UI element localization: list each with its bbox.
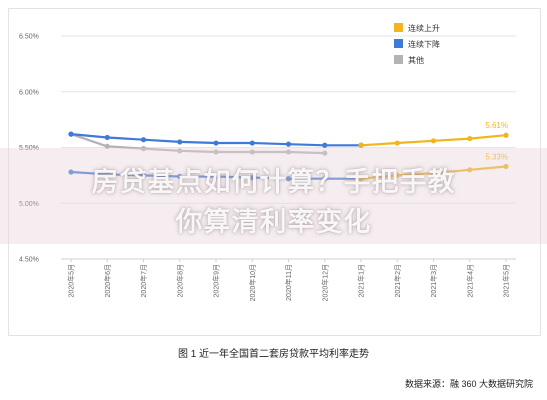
- legend-swatch: [394, 55, 403, 64]
- chart-plot: 6.50% 6.00% 5.50% 5.00% 4.50% 2020年5月 2020年6月 2…: [19, 23, 516, 301]
- x-tick-label: 2020年12月: [320, 264, 329, 301]
- article-title-line-2: 你算清利率变化: [175, 207, 372, 238]
- data-point: [503, 163, 509, 170]
- y-tick-label: 6.00%: [19, 89, 39, 96]
- y-tick-label: 6.50%: [19, 34, 39, 41]
- annotation-label: 5.61%: [485, 121, 508, 130]
- series-line-其他: [70, 133, 325, 155]
- data-point: [177, 139, 183, 145]
- data-point: [104, 171, 110, 177]
- x-tick-label: 2020年10月: [248, 264, 257, 301]
- annotation-label: 5.33%: [485, 152, 508, 161]
- y-tick-label: 4.50%: [19, 257, 39, 264]
- legend-label: 连续上升: [408, 23, 440, 33]
- data-point: [322, 150, 328, 156]
- x-tick-label: 2020年11月: [284, 264, 293, 301]
- x-tick-label: 2021年4月: [465, 264, 474, 297]
- legend-label: 连续下降: [408, 39, 440, 49]
- data-point: [322, 176, 328, 182]
- legend-swatch: [394, 23, 403, 32]
- data-point: [285, 141, 292, 147]
- legend-swatch: [394, 39, 403, 48]
- figure-caption: 图 1 近一年全国首二套房贷款平均利率走势: [177, 349, 370, 360]
- y-tick-label: 5.50%: [19, 145, 39, 152]
- legend-label: 其他: [408, 55, 424, 65]
- data-point: [467, 135, 473, 142]
- data-point: [140, 146, 147, 152]
- data-point: [503, 132, 509, 138]
- data-point: [213, 173, 219, 180]
- data-point: [140, 172, 147, 178]
- x-tick-label: 2020年6月: [103, 264, 112, 297]
- x-tick-label: 2020年7月: [139, 264, 148, 297]
- data-point: [358, 142, 364, 148]
- x-tick-label: 2020年5月: [67, 264, 76, 297]
- data-point: [285, 149, 292, 155]
- data-point: [430, 170, 437, 176]
- data-point: [68, 169, 74, 175]
- data-point: [394, 140, 400, 146]
- data-point: [249, 149, 255, 155]
- data-point: [104, 143, 110, 149]
- data-point: [249, 140, 255, 146]
- data-point: [394, 172, 400, 178]
- data-point: [322, 142, 328, 148]
- x-tick-label: 2021年1月: [357, 264, 366, 297]
- data-point: [430, 138, 437, 144]
- data-point: [104, 134, 110, 141]
- article-title-line-1: 房贷基点如何计算？手把手教: [91, 167, 456, 198]
- x-tick-label: 2020年8月: [175, 264, 184, 297]
- data-source: 数据来源：融 360 大数据研究院: [404, 379, 533, 389]
- data-point: [249, 175, 255, 181]
- data-point: [213, 149, 219, 155]
- x-tick-label: 2021年2月: [393, 264, 402, 297]
- data-point: [285, 176, 292, 182]
- data-point: [177, 173, 183, 180]
- y-tick-label: 5.00%: [19, 201, 39, 208]
- data-point: [177, 148, 183, 154]
- data-point: [467, 167, 473, 173]
- x-tick-label: 2021年3月: [429, 264, 438, 297]
- data-point: [140, 137, 147, 143]
- x-tick-label: 2020年9月: [212, 264, 221, 297]
- data-point: [213, 140, 219, 146]
- chart-frame: 6.50% 6.00% 5.50% 5.00% 4.50% 2020年5月 2020年6月 2…: [8, 8, 541, 336]
- x-tick-label: 2021年5月: [502, 264, 511, 297]
- data-point: [68, 131, 74, 137]
- data-point: [358, 176, 364, 182]
